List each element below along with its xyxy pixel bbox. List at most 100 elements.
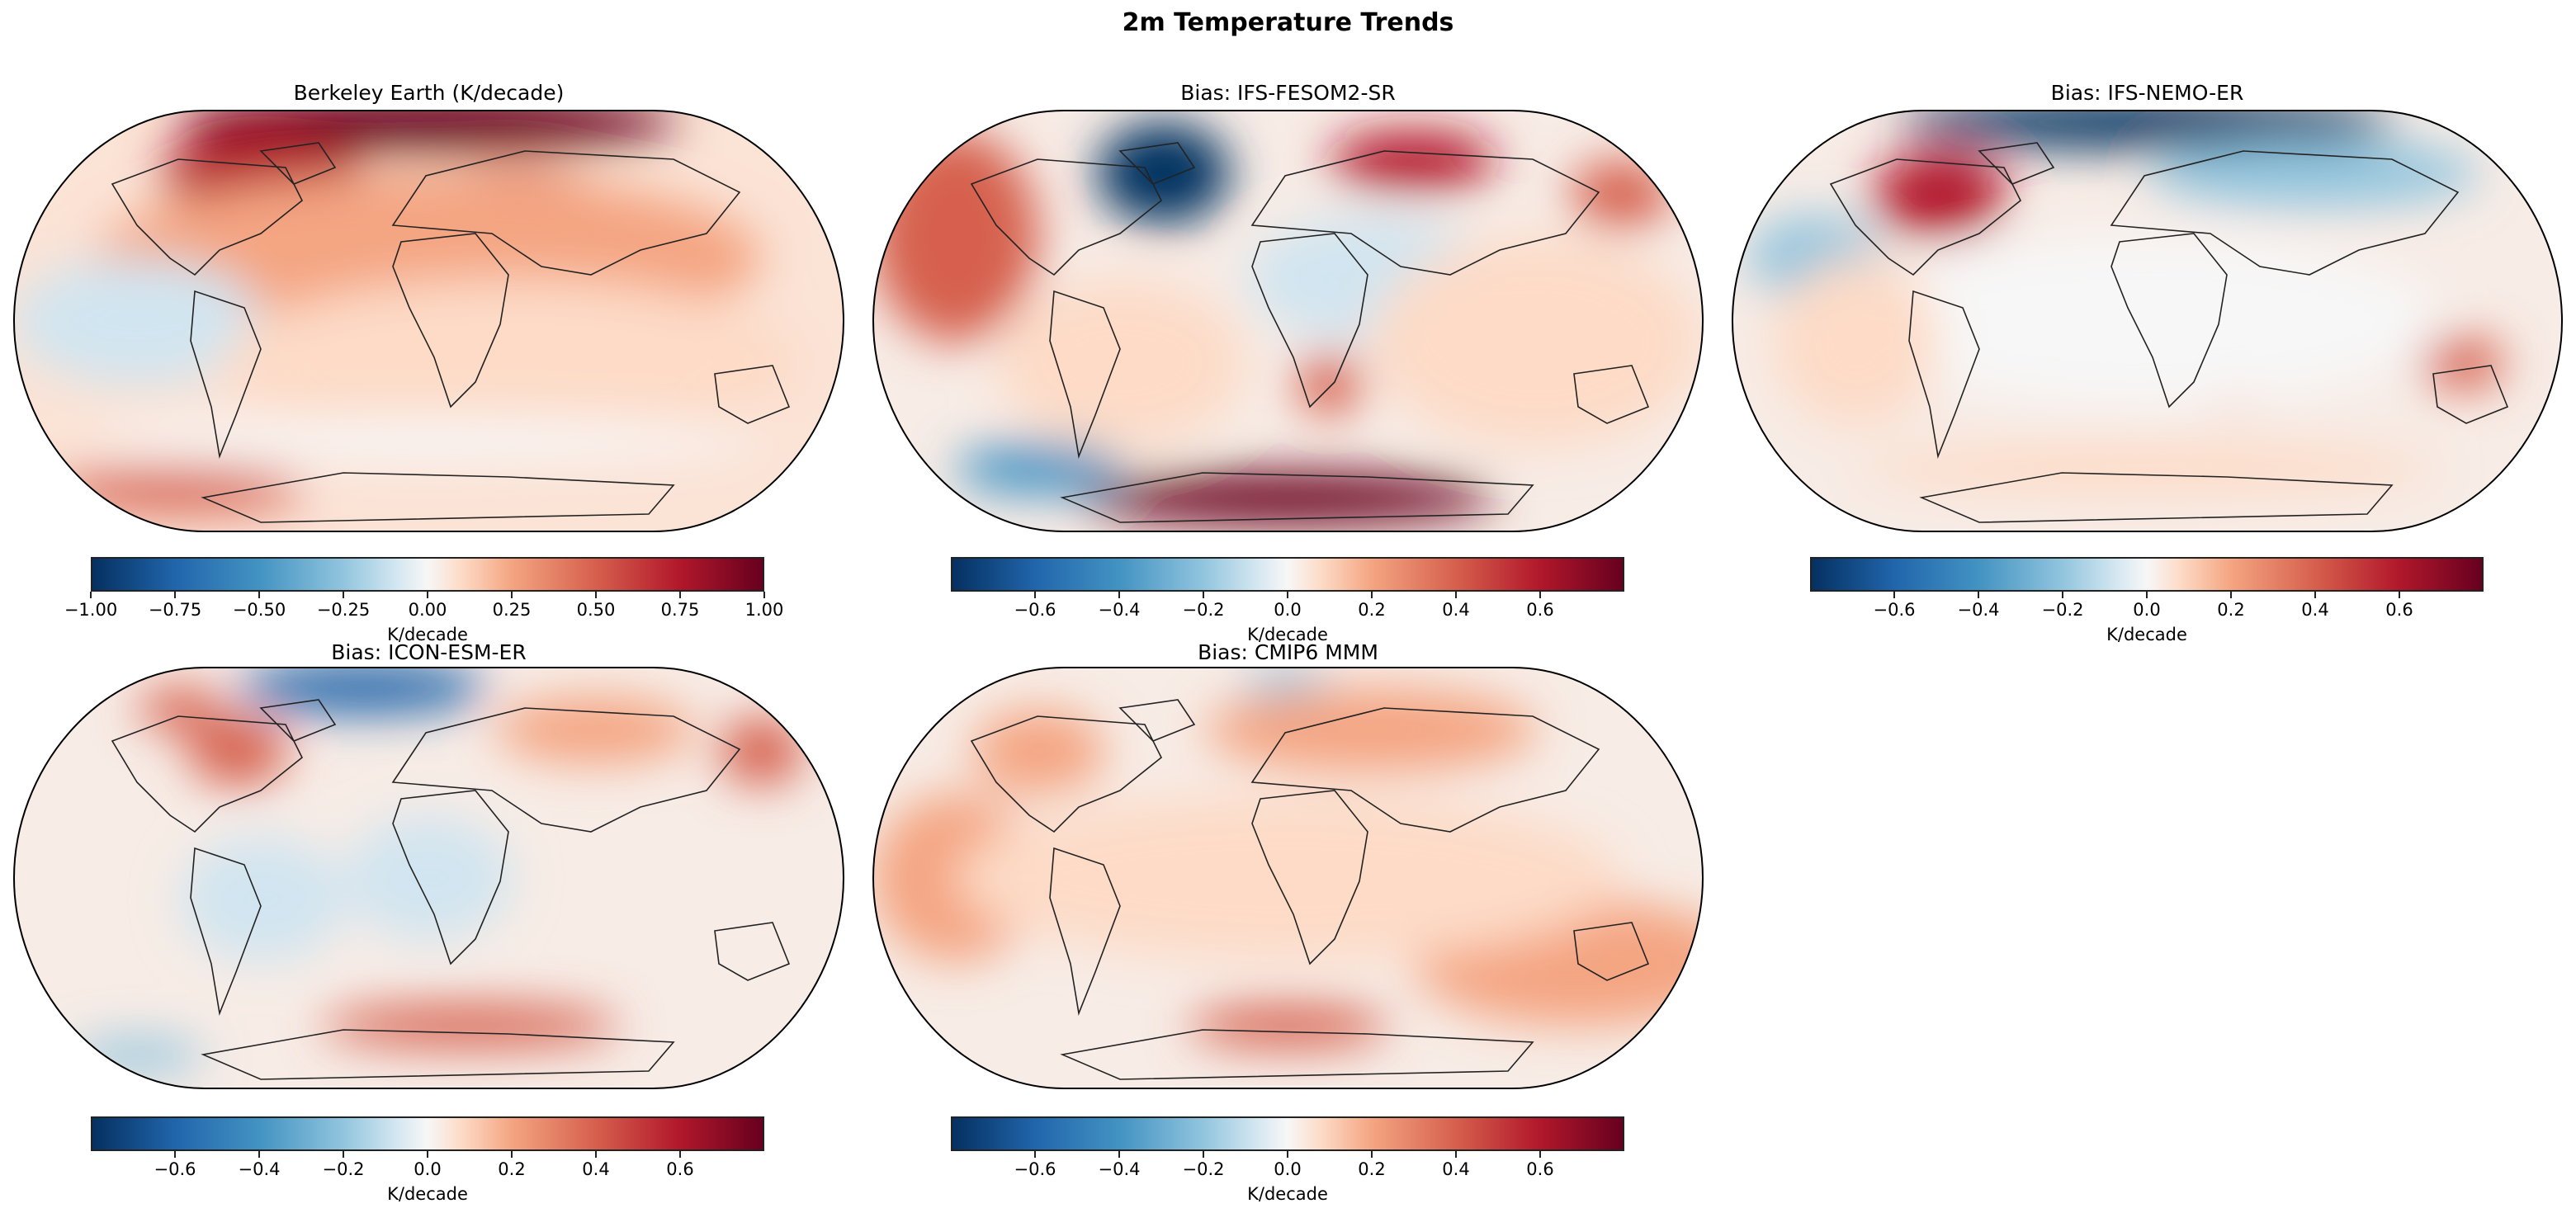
colorbar-tick-label: 0.0 xyxy=(1274,1159,1302,1179)
field-anomaly xyxy=(495,696,695,764)
coastline xyxy=(1049,847,1121,1016)
colorbar-tick xyxy=(595,592,597,598)
coastline xyxy=(1908,290,1980,459)
coastline xyxy=(201,1029,675,1080)
colorbar-tick-label: −0.6 xyxy=(1014,600,1056,620)
colorbar-tick-label: 0.4 xyxy=(2301,600,2329,620)
colorbar-tick-label: 0.2 xyxy=(498,1159,526,1179)
field-anomaly xyxy=(54,469,305,512)
coastline xyxy=(392,233,509,408)
field-anomaly xyxy=(345,814,513,942)
coastline xyxy=(1118,699,1196,742)
colorbar-tick-label: −0.50 xyxy=(232,600,286,620)
colorbar-tick xyxy=(763,592,765,598)
field-anomaly xyxy=(1898,111,2397,149)
coastline xyxy=(2432,365,2509,424)
colorbar-tick-label: −0.6 xyxy=(1014,1159,1056,1179)
colorbar-tick-label: 0.2 xyxy=(1358,600,1386,620)
field-anomaly xyxy=(873,793,1039,963)
field-anomaly xyxy=(14,257,263,385)
map-panel xyxy=(13,110,844,532)
field-anomaly xyxy=(1773,257,1940,427)
panel-title: Bias: IFS-FESOM2-SR xyxy=(1180,81,1396,105)
colorbar-tick-label: 0.4 xyxy=(1442,600,1470,620)
field-anomaly xyxy=(2147,139,2480,207)
panel-title: Bias: CMIP6 MMM xyxy=(1198,640,1378,664)
field-anomaly xyxy=(320,1004,621,1047)
panel-title: Berkeley Earth (K/decade) xyxy=(293,81,565,105)
figure-title: 2m Temperature Trends xyxy=(1122,8,1454,37)
coastline xyxy=(1060,472,1534,523)
colorbar-tick xyxy=(679,592,681,598)
colorbar-tick xyxy=(427,592,428,598)
field-anomaly xyxy=(1096,122,1231,224)
colorbar-label: K/decade xyxy=(2106,625,2187,644)
field-anomaly xyxy=(1188,1004,1388,1047)
field-anomaly xyxy=(1371,236,1703,448)
colorbar-tick-label: 0.6 xyxy=(666,1159,694,1179)
colorbar-tick-label: 0.6 xyxy=(1526,1159,1554,1179)
colorbar-tick xyxy=(1118,1151,1120,1158)
colorbar-tick-label: −0.6 xyxy=(1873,600,1916,620)
coastline xyxy=(1573,365,1650,424)
colorbar-tick-label: −0.4 xyxy=(238,1159,281,1179)
colorbar-tick-label: −0.2 xyxy=(322,1159,365,1179)
colorbar-tick-label: −1.00 xyxy=(64,600,118,620)
coastline xyxy=(2110,150,2460,276)
map-boundary xyxy=(872,110,1704,532)
colorbar-tick-label: −0.2 xyxy=(1182,600,1225,620)
coastline xyxy=(970,715,1163,833)
field-anomaly xyxy=(971,709,1105,794)
colorbar-tick-label: 0.2 xyxy=(1358,1159,1386,1179)
colorbar-tick xyxy=(1539,592,1541,598)
colorbar-tick-label: −0.75 xyxy=(148,600,202,620)
map-panel xyxy=(872,667,1704,1089)
coastline xyxy=(1251,790,1368,965)
field-anomaly xyxy=(1873,152,2006,237)
field-anomaly xyxy=(1856,443,2438,494)
field-anomaly xyxy=(237,668,487,714)
field-anomaly xyxy=(96,418,762,460)
colorbar-tick xyxy=(343,592,344,598)
colorbar-tick-label: −0.2 xyxy=(1182,1159,1225,1179)
coastline xyxy=(190,290,262,459)
colorbar-tick xyxy=(1893,592,1895,598)
colorbar-tick-label: −0.2 xyxy=(2041,600,2084,620)
colorbar-tick-label: 1.00 xyxy=(744,600,784,620)
field-anomaly xyxy=(955,443,1123,494)
field-anomaly xyxy=(2421,337,2505,389)
field-anomaly xyxy=(71,1038,205,1073)
colorbar-tick xyxy=(1455,1151,1457,1158)
coastline xyxy=(259,699,337,742)
field-anomaly xyxy=(1296,354,1364,414)
colorbar-tick xyxy=(1455,592,1457,598)
colorbar-tick xyxy=(90,592,92,598)
colorbar-label: K/decade xyxy=(387,1184,468,1204)
colorbar-tick xyxy=(679,1151,681,1158)
colorbar-tick xyxy=(1539,1151,1541,1158)
colorbar-tick xyxy=(258,592,260,598)
colorbar-tick xyxy=(2399,592,2400,598)
coastline xyxy=(111,715,304,833)
colorbar-tick-label: 0.25 xyxy=(492,600,532,620)
colorbar-tick-label: 0.2 xyxy=(2217,600,2245,620)
colorbar-tick-label: −0.4 xyxy=(1098,600,1141,620)
colorbar-tick-label: 0.6 xyxy=(1526,600,1554,620)
colorbar-tick xyxy=(2062,592,2063,598)
coastline xyxy=(391,150,741,276)
field-anomaly xyxy=(138,687,221,730)
colorbar-tick xyxy=(2314,592,2316,598)
coastline xyxy=(190,847,262,1016)
colorbar-tick-label: −0.4 xyxy=(1957,600,2000,620)
field-anomaly xyxy=(179,835,346,963)
colorbar-tick xyxy=(595,1151,597,1158)
coastline xyxy=(2110,233,2228,408)
colorbar-tick xyxy=(1287,592,1288,598)
colorbar-label: K/decade xyxy=(387,625,468,644)
map-boundary xyxy=(872,667,1704,1089)
colorbar-tick xyxy=(2146,592,2148,598)
colorbar-tick xyxy=(1203,592,1204,598)
colorbar-tick xyxy=(427,1151,428,1158)
map-boundary xyxy=(13,667,844,1089)
colorbar-tick xyxy=(1978,592,1979,598)
